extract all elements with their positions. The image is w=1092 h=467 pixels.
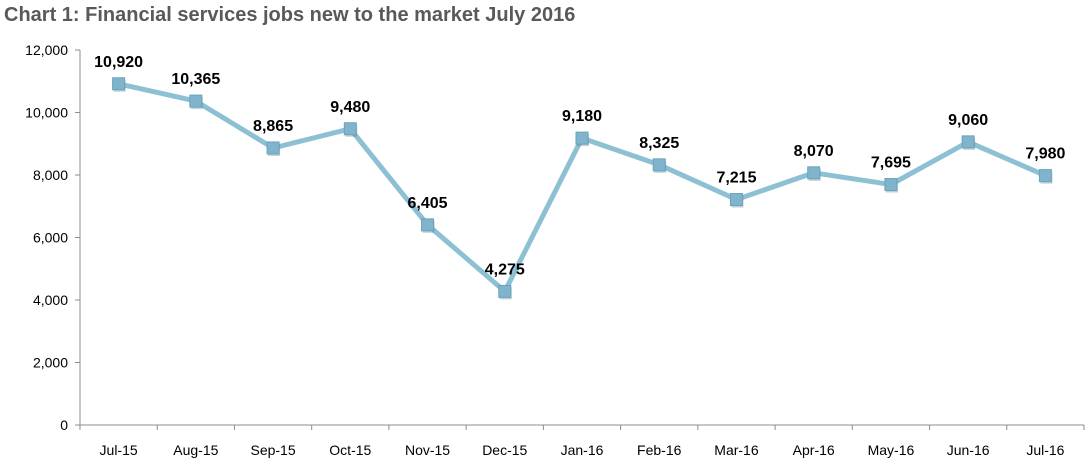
y-tick-label: 2,000 bbox=[33, 355, 68, 371]
chart-title: Chart 1: Financial services jobs new to … bbox=[4, 4, 576, 26]
data-label: 7,215 bbox=[716, 170, 756, 187]
data-labels: 10,920 10,365 8,865 9,480 6,405 4,275 9,180 8,3… bbox=[94, 54, 1065, 279]
data-point-marker bbox=[421, 218, 435, 232]
y-tick-label: 0 bbox=[60, 417, 68, 433]
data-label: 9,180 bbox=[562, 108, 602, 125]
x-axis-ticks: Jul-15 Aug-15 Sep-15 Oct-15 Nov-15 Dec-15 Jan-… bbox=[79, 425, 1085, 458]
x-tick-label: Jul-15 bbox=[100, 442, 138, 458]
data-point-marker bbox=[729, 193, 743, 207]
y-tick-label: 8,000 bbox=[33, 167, 68, 183]
data-point-marker bbox=[498, 284, 512, 298]
data-point-marker bbox=[807, 166, 821, 180]
x-tick-label: Jul-16 bbox=[1026, 442, 1064, 458]
y-tick-label: 12,000 bbox=[25, 42, 68, 58]
data-point-marker bbox=[343, 122, 357, 136]
data-label: 8,070 bbox=[794, 143, 834, 160]
data-point-marker bbox=[112, 77, 126, 91]
data-point-marker bbox=[575, 131, 589, 145]
x-tick-label: Jun-16 bbox=[947, 442, 990, 458]
data-label: 7,695 bbox=[871, 155, 911, 172]
axes bbox=[79, 50, 1084, 426]
x-tick-label: Aug-15 bbox=[173, 442, 218, 458]
x-tick-label: May-16 bbox=[868, 442, 915, 458]
data-label: 9,480 bbox=[330, 99, 370, 116]
y-tick-label: 4,000 bbox=[33, 292, 68, 308]
data-point-marker bbox=[652, 158, 666, 172]
data-point-marker bbox=[1038, 169, 1052, 183]
data-label: 8,865 bbox=[253, 118, 293, 135]
data-label: 9,060 bbox=[948, 112, 988, 129]
y-tick-label: 10,000 bbox=[25, 105, 68, 121]
y-tick-label: 6,000 bbox=[33, 230, 68, 246]
y-axis-ticks: 0 2,000 4,000 6,000 8,000 10,000 12,000 bbox=[25, 42, 80, 433]
data-label: 7,980 bbox=[1025, 146, 1065, 163]
data-label: 4,275 bbox=[485, 261, 525, 278]
x-tick-label: Sep-15 bbox=[250, 442, 295, 458]
x-tick-label: Jan-16 bbox=[561, 442, 604, 458]
series-markers bbox=[112, 77, 1053, 300]
x-tick-label: Feb-16 bbox=[637, 442, 682, 458]
data-point-marker bbox=[189, 94, 203, 108]
data-point-marker bbox=[961, 135, 975, 149]
data-label: 10,365 bbox=[171, 71, 220, 88]
data-label: 8,325 bbox=[639, 135, 679, 152]
x-tick-label: Apr-16 bbox=[793, 442, 835, 458]
data-label: 10,920 bbox=[94, 54, 143, 71]
x-tick-label: Dec-15 bbox=[482, 442, 527, 458]
data-label: 6,405 bbox=[408, 195, 448, 212]
data-point-marker bbox=[884, 178, 898, 192]
x-tick-label: Mar-16 bbox=[714, 442, 759, 458]
x-tick-label: Nov-15 bbox=[405, 442, 450, 458]
data-point-marker bbox=[266, 141, 280, 155]
x-tick-label: Oct-15 bbox=[329, 442, 371, 458]
